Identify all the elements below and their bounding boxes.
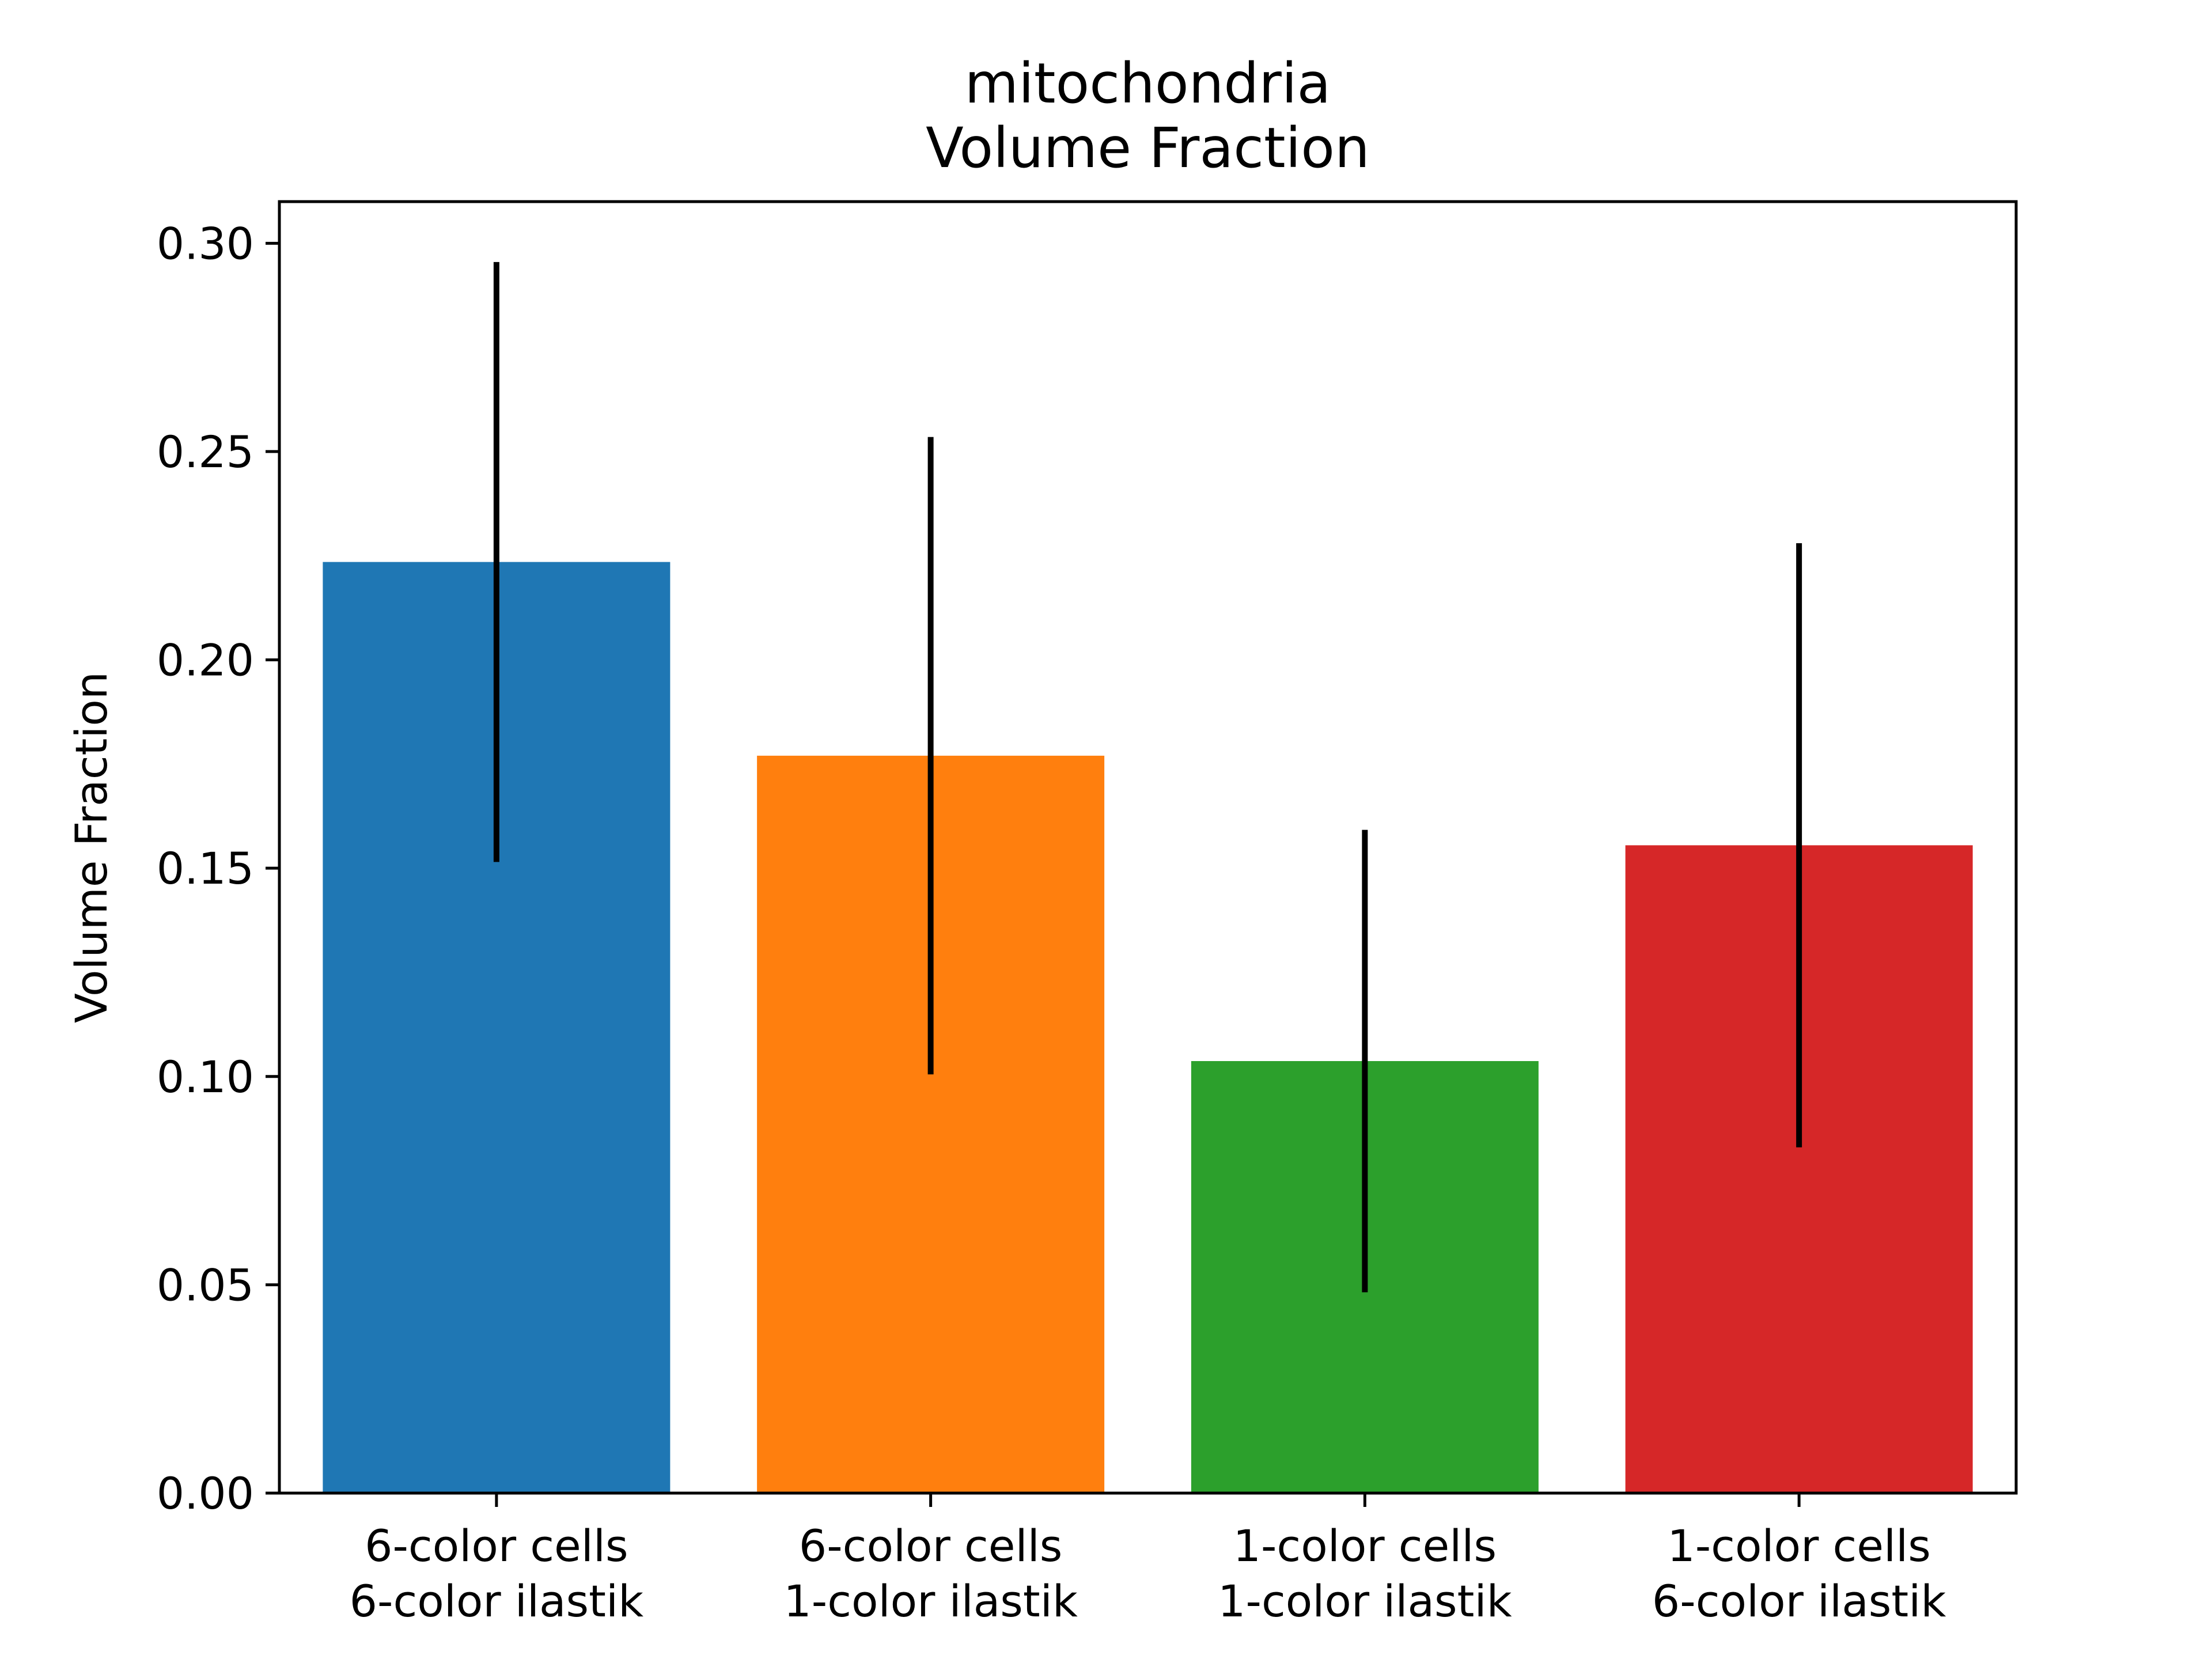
plot-frame [278,200,2018,1495]
x-tick-label: 1-color cells [1667,1520,1930,1571]
error-bars [493,262,1802,1293]
y-axis-ticks: 0.00 0.05 0.10 0.15 0.20 0.25 0.30 [157,218,279,1519]
x-tick-label: 1-color ilastik [1218,1575,1512,1627]
y-axis-label: Volume Fraction [66,672,117,1023]
x-tick-label: 1-color cells [1233,1520,1497,1571]
y-tick-label: 0.25 [157,426,254,478]
chart-title-line: mitochondria [965,51,1331,116]
y-tick-label: 0.30 [157,218,254,269]
x-tick-label: 6-color cells [365,1520,628,1571]
chart-title-line: Volume Fraction [926,116,1370,180]
x-tick-label: 6-color ilastik [350,1575,643,1627]
x-tick-label: 6-color cells [799,1520,1062,1571]
y-tick-label: 0.15 [157,843,254,894]
x-tick-label: 1-color ilastik [783,1575,1077,1627]
y-tick-label: 0.10 [157,1051,254,1103]
bars [323,562,1973,1493]
y-tick-label: 0.20 [157,635,254,686]
y-tick-label: 0.00 [157,1468,254,1519]
y-tick-label: 0.05 [157,1259,254,1310]
x-tick-label: 6-color ilastik [1652,1575,1946,1627]
